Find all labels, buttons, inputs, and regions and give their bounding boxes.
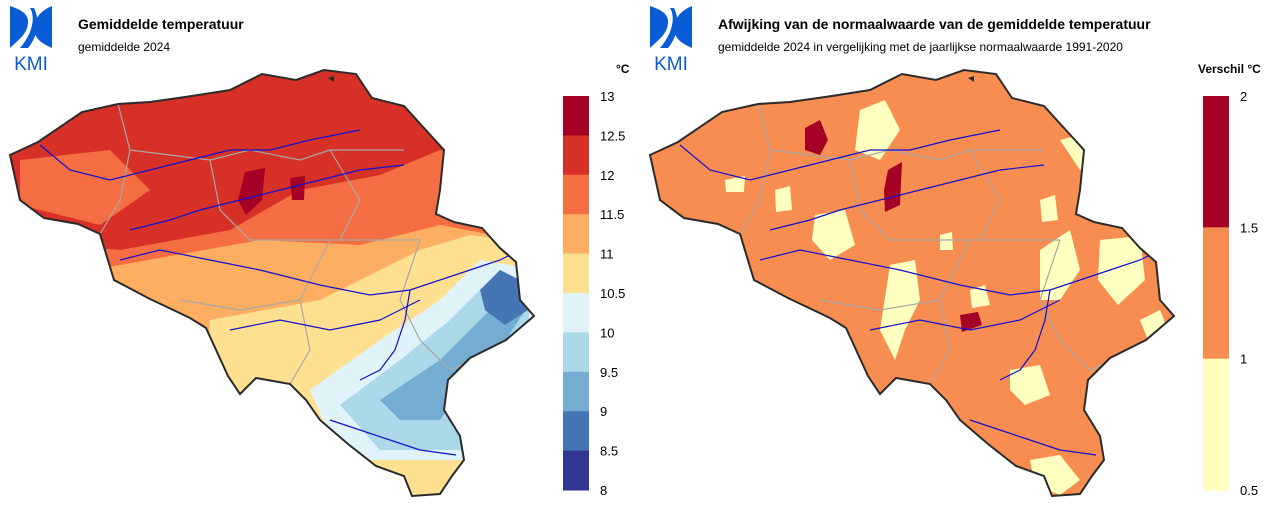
right-legend-tick-label: 1.5 — [1240, 220, 1258, 235]
left-legend-swatch — [563, 450, 589, 491]
right-legend-tick-label: 0.5 — [1240, 483, 1258, 498]
svg-text:KMI: KMI — [14, 54, 48, 72]
kmi-logo: KMI — [10, 6, 52, 72]
right-anomaly-map — [648, 68, 1176, 498]
left-map-title: Gemiddelde temperatuur — [78, 16, 244, 32]
left-legend-swatch — [563, 174, 589, 215]
left-legend-tick-label: 11.5 — [600, 207, 624, 222]
right-enclave — [968, 76, 974, 82]
right-color-legend: 2 1.5 1 0.5 — [1203, 89, 1258, 498]
right-legend-swatch — [1203, 96, 1229, 228]
left-legend-tick-label: 10 — [600, 325, 614, 340]
right-legend-swatch — [1203, 358, 1229, 491]
left-rivers — [39, 129, 521, 456]
left-map-panel: KMI Gemiddelde temperatuur gemiddelde 20… — [8, 6, 630, 498]
right-legend-unit: Verschil °C — [1198, 62, 1261, 76]
left-country-border — [8, 68, 536, 498]
left-legend-tick-label: 11 — [600, 247, 614, 262]
left-legend-tick-label: 9 — [600, 404, 607, 419]
left-enclave — [328, 76, 334, 82]
svg-text:KMI: KMI — [654, 54, 688, 72]
right-anomaly-field — [650, 70, 1174, 496]
left-legend-tick-label: 8.5 — [600, 444, 618, 459]
right-legend-tick-label: 2 — [1240, 89, 1247, 104]
left-legend-tick-label: 12 — [600, 168, 614, 183]
left-map-subtitle: gemiddelde 2024 — [78, 40, 171, 54]
right-map-panel: KMI Afwijking van de normaalwaarde van d… — [640, 0, 1280, 507]
right-legend-swatch — [1203, 227, 1229, 360]
left-legend-swatch — [563, 411, 589, 452]
left-legend-tick-label: 8 — [600, 483, 607, 498]
right-map-title: Afwijking van de normaalwaarde van de ge… — [718, 16, 1151, 32]
left-legend-swatch — [563, 96, 589, 136]
left-legend-swatch — [563, 214, 589, 255]
left-temperature-field — [10, 70, 534, 496]
right-map-subtitle: gemiddelde 2024 in vergelijking met de j… — [718, 40, 1123, 54]
right-country-border — [648, 68, 1176, 498]
left-temperature-map — [8, 68, 536, 498]
left-legend-tick-label: 13 — [600, 89, 614, 104]
right-legend-tick-label: 1 — [1240, 352, 1247, 367]
left-color-legend: 13 12.5 12 11.5 11 10.5 10 9.5 9 8.5 8 — [563, 89, 625, 498]
left-legend-tick-label: 12.5 — [600, 128, 625, 143]
left-legend-tick-label: 10.5 — [600, 286, 625, 301]
left-legend-swatch — [563, 293, 589, 333]
left-legend-swatch — [563, 253, 589, 294]
left-legend-swatch — [563, 135, 589, 176]
left-legend-swatch — [563, 371, 589, 412]
kmi-logo-right: KMI — [650, 6, 692, 72]
left-legend-unit: °C — [616, 62, 630, 76]
left-legend-tick-label: 9.5 — [600, 365, 618, 380]
left-legend-swatch — [563, 332, 589, 373]
